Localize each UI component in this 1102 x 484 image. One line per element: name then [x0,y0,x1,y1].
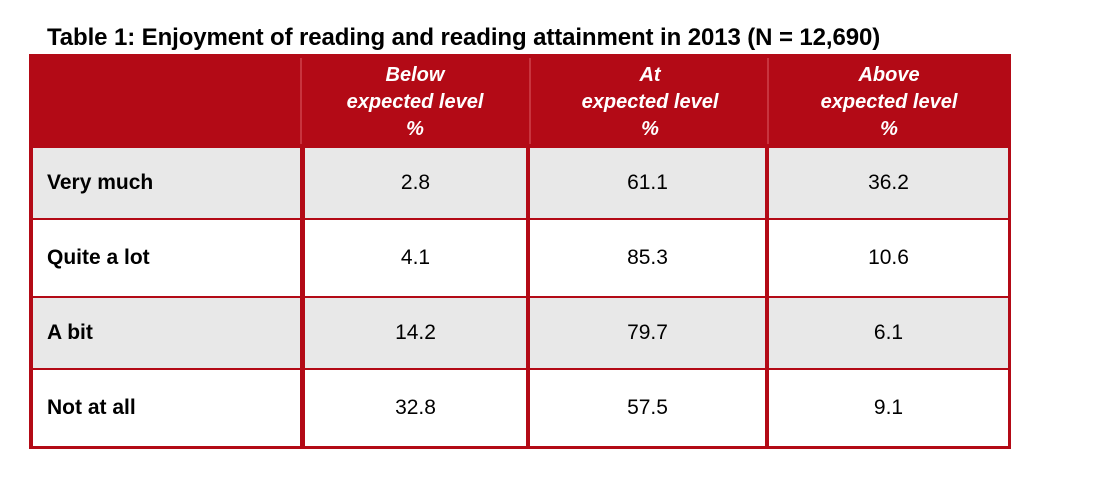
cell-quite-a-lot-above: 10.6 [769,220,1008,296]
cell-a-bit-at: 79.7 [530,298,765,368]
header-above-line1: Above [858,64,920,86]
cell-a-bit-below: 14.2 [305,298,526,368]
header-below-expected: Below expected level % [300,58,530,144]
cell-not-at-all-below: 32.8 [305,370,526,446]
row-label-not-at-all: Not at all [33,370,300,446]
row-label-a-bit: A bit [33,298,300,368]
header-above-expected: Above expected level % [770,58,1008,144]
cell-very-much-at: 61.1 [530,148,765,218]
header-above-line2: expected level [820,91,958,113]
header-separator-1 [300,58,302,144]
row-label-quite-a-lot: Quite a lot [33,220,300,296]
header-at-expected: At expected level % [532,58,768,144]
cell-quite-a-lot-at: 85.3 [530,220,765,296]
header-below-line2: expected level [346,91,484,113]
header-at-line1: At [639,64,661,86]
header-below-line1: Below [385,64,445,86]
header-above-line3: % [880,118,898,140]
cell-not-at-all-at: 57.5 [530,370,765,446]
header-below-line3: % [406,118,424,140]
cell-a-bit-above: 6.1 [769,298,1008,368]
row-label-very-much: Very much [33,148,300,218]
cell-quite-a-lot-below: 4.1 [305,220,526,296]
header-at-line2: expected level [581,91,719,113]
cell-very-much-above: 36.2 [769,148,1008,218]
cell-not-at-all-above: 9.1 [769,370,1008,446]
table-title: Table 1: Enjoyment of reading and readin… [47,24,881,51]
header-at-line3: % [641,118,659,140]
cell-very-much-below: 2.8 [305,148,526,218]
header-separator-3 [767,58,769,144]
header-separator-2 [529,58,531,144]
